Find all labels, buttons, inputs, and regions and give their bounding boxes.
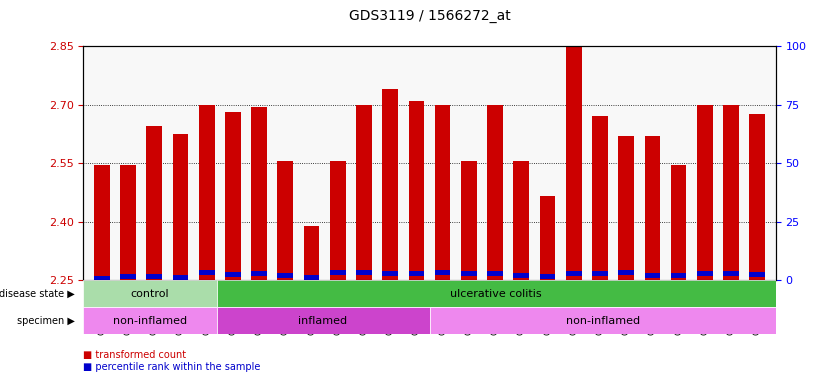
Bar <box>435 270 450 275</box>
Bar <box>146 274 162 279</box>
Bar <box>173 275 188 280</box>
Bar <box>565 44 581 280</box>
Bar <box>356 270 372 275</box>
Bar <box>514 161 529 280</box>
Text: specimen ▶: specimen ▶ <box>18 316 75 326</box>
Bar <box>461 271 477 276</box>
Text: ulcerative colitis: ulcerative colitis <box>450 289 542 299</box>
FancyBboxPatch shape <box>217 307 430 334</box>
Bar <box>592 271 608 276</box>
Bar <box>409 101 425 280</box>
Bar <box>304 226 319 280</box>
Bar <box>487 271 503 276</box>
Bar <box>330 270 345 275</box>
FancyBboxPatch shape <box>217 280 776 307</box>
Bar <box>645 273 661 278</box>
Bar <box>278 273 294 278</box>
Bar <box>146 126 162 280</box>
Bar <box>94 165 109 280</box>
Text: ■ percentile rank within the sample: ■ percentile rank within the sample <box>83 362 261 372</box>
Text: non-inflamed: non-inflamed <box>113 316 187 326</box>
Bar <box>330 161 345 280</box>
Bar <box>198 270 214 275</box>
Text: non-inflamed: non-inflamed <box>565 316 640 326</box>
Bar <box>120 165 136 280</box>
Bar <box>723 271 739 276</box>
Bar <box>382 271 398 276</box>
Bar <box>173 134 188 280</box>
Bar <box>618 136 634 280</box>
FancyBboxPatch shape <box>83 307 217 334</box>
Text: GDS3119 / 1566272_at: GDS3119 / 1566272_at <box>349 9 510 23</box>
Bar <box>382 89 398 280</box>
Bar <box>592 116 608 280</box>
Bar <box>697 271 713 276</box>
Bar <box>409 271 425 276</box>
Bar <box>514 273 529 278</box>
Bar <box>487 104 503 280</box>
Bar <box>750 114 765 280</box>
Bar <box>750 272 765 277</box>
Bar <box>671 273 686 278</box>
Bar <box>461 161 477 280</box>
Bar <box>645 136 661 280</box>
Text: control: control <box>131 289 169 299</box>
Bar <box>540 274 555 279</box>
Bar <box>278 161 294 280</box>
Text: ■ transformed count: ■ transformed count <box>83 350 187 360</box>
Bar <box>697 104 713 280</box>
Bar <box>225 272 241 277</box>
FancyBboxPatch shape <box>430 307 776 334</box>
Bar <box>120 274 136 279</box>
Bar <box>198 104 214 280</box>
Bar <box>225 113 241 280</box>
Bar <box>671 165 686 280</box>
Bar <box>540 196 555 280</box>
Bar <box>251 107 267 280</box>
Bar <box>618 270 634 275</box>
Bar <box>565 271 581 276</box>
Bar <box>304 275 319 280</box>
Bar <box>723 104 739 280</box>
Bar <box>251 271 267 276</box>
Bar <box>435 104 450 280</box>
Bar <box>356 104 372 280</box>
Text: inflamed: inflamed <box>299 316 348 326</box>
Text: disease state ▶: disease state ▶ <box>0 289 75 299</box>
FancyBboxPatch shape <box>83 280 217 307</box>
Bar <box>94 276 109 281</box>
